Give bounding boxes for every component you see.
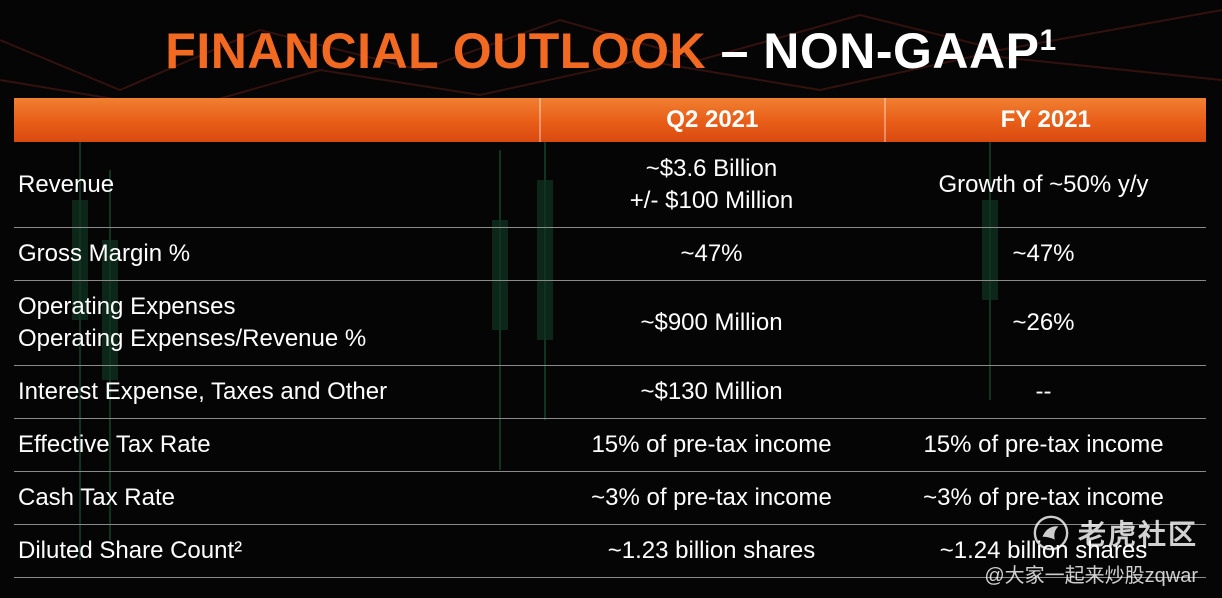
watermark: 老虎社区 @大家一起来炒股zqwar — [984, 513, 1198, 588]
row-fy-value: ~47% — [883, 228, 1204, 280]
row-label-line: Diluted Share Count² — [18, 537, 243, 564]
row-label: Revenue — [14, 142, 540, 227]
header-cell-q2-2021: Q2 2021 — [539, 98, 883, 142]
row-fy-value: 15% of pre-tax income — [883, 419, 1204, 471]
fy-value-line: 15% of pre-tax income — [923, 431, 1164, 458]
tiger-logo-icon — [1033, 515, 1069, 551]
table-row: Effective Tax Rate 15% of pre-tax income… — [14, 419, 1206, 472]
row-label: Effective Tax Rate — [14, 419, 540, 471]
row-fy-value: Growth of ~50% y/y — [883, 142, 1204, 227]
outlook-table: Q2 2021 FY 2021 Revenue ~$3.6 Billion +/… — [14, 98, 1206, 578]
row-q2-value: 15% of pre-tax income — [540, 419, 883, 471]
row-q2-value: ~$130 Million — [540, 366, 883, 418]
table-row: Cash Tax Rate ~3% of pre-tax income ~3% … — [14, 472, 1206, 525]
fy-value-line: ~26% — [1012, 309, 1075, 336]
header-cell-fy-2021: FY 2021 — [883, 98, 1206, 142]
fy-value-line: ~47% — [1012, 240, 1075, 267]
row-label: Cash Tax Rate — [14, 472, 540, 524]
fy-value-line: ~1.24 billion shares — [939, 537, 1148, 564]
q2-value-line: ~$900 Million — [640, 309, 783, 336]
table-header-row: Q2 2021 FY 2021 — [14, 98, 1206, 142]
row-q2-value: ~1.23 billion shares — [540, 525, 883, 577]
row-q2-value: ~3% of pre-tax income — [540, 472, 883, 524]
row-label-line: Gross Margin % — [18, 240, 191, 267]
q2-value-line: ~1.23 billion shares — [607, 537, 816, 564]
table-row: Operating Expenses Operating Expenses/Re… — [14, 281, 1206, 366]
row-label-line: Operating Expenses/Revenue % — [18, 325, 367, 352]
row-label: Operating Expenses Operating Expenses/Re… — [14, 281, 540, 365]
row-q2-value: ~$900 Million — [540, 281, 883, 365]
table-row: Revenue ~$3.6 Billion +/- $100 Million G… — [14, 142, 1206, 228]
q2-value-line: ~3% of pre-tax income — [591, 484, 832, 511]
page-title: FINANCIAL OUTLOOK – NON-GAAP1 — [0, 22, 1222, 80]
row-label-line: Interest Expense, Taxes and Other — [18, 378, 388, 405]
row-q2-value: ~47% — [540, 228, 883, 280]
row-q2-value: ~$3.6 Billion +/- $100 Million — [540, 142, 883, 227]
watermark-brand: 老虎社区 — [1077, 519, 1198, 550]
fy-value-line: ~3% of pre-tax income — [923, 484, 1164, 511]
q2-value-line: 15% of pre-tax income — [591, 431, 832, 458]
row-label-line: Revenue — [18, 170, 115, 198]
table-row: Interest Expense, Taxes and Other ~$130 … — [14, 366, 1206, 419]
row-fy-value: ~3% of pre-tax income — [883, 472, 1204, 524]
q2-value-line: +/- $100 Million — [629, 186, 794, 214]
watermark-handle: @大家一起来炒股zqwar — [984, 565, 1198, 587]
title-orange-part: FINANCIAL OUTLOOK — [165, 23, 707, 79]
header-cell-metric — [14, 98, 539, 142]
row-label-line: Cash Tax Rate — [18, 484, 175, 511]
row-fy-value: -- — [883, 366, 1204, 418]
fy-value-line: -- — [1035, 378, 1052, 405]
row-label: Gross Margin % — [14, 228, 540, 280]
row-label: Diluted Share Count² — [14, 525, 540, 577]
row-label-line: Effective Tax Rate — [18, 431, 211, 458]
row-label: Interest Expense, Taxes and Other — [14, 366, 540, 418]
q2-value-line: ~47% — [680, 240, 743, 267]
title-footnote-mark: 1 — [1039, 24, 1057, 57]
watermark-top: 老虎社区 — [984, 513, 1198, 553]
q2-value-line: ~$3.6 Billion — [645, 154, 778, 182]
row-fy-value: ~26% — [883, 281, 1204, 365]
table-row: Gross Margin % ~47% ~47% — [14, 228, 1206, 281]
row-fy-value: ~1.24 billion shares — [883, 525, 1204, 577]
row-label-line: Operating Expenses — [18, 293, 236, 320]
table-row: Diluted Share Count² ~1.23 billion share… — [14, 525, 1206, 578]
q2-value-line: ~$130 Million — [640, 378, 783, 405]
title-white-part: – NON-GAAP — [720, 23, 1040, 79]
fy-value-line: Growth of ~50% y/y — [938, 170, 1149, 198]
